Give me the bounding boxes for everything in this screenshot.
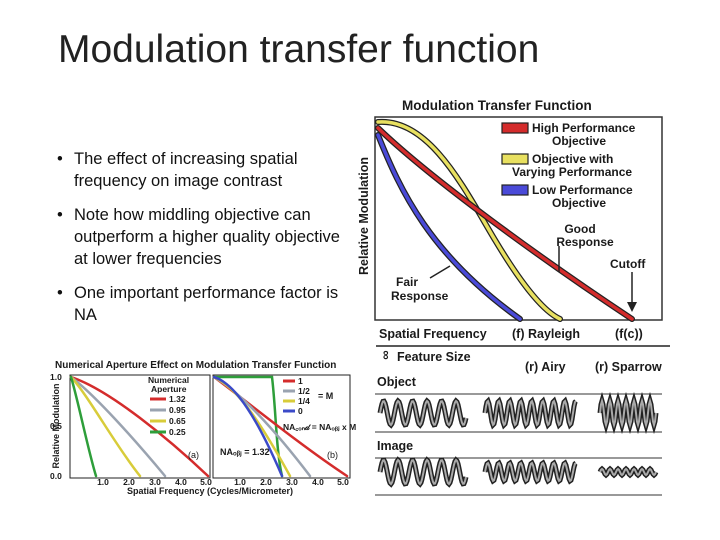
na-curves (69, 375, 349, 478)
feature-label: (r) Airy (525, 360, 566, 374)
x-tick-label: 5.0 (337, 477, 349, 487)
x-tick-label: 2.0 (123, 477, 135, 487)
annotation: Response (556, 235, 614, 249)
mtf-y-label: Relative Modulation (357, 157, 371, 275)
bullet-list: The effect of increasing spatial frequen… (57, 148, 349, 338)
legend-text: 0.25 (169, 427, 186, 437)
legend-text: Objective (552, 134, 606, 148)
curve (69, 375, 167, 478)
object-label: Object (377, 375, 417, 389)
y-tick-label: 1.0 (50, 372, 62, 382)
na-obj: NAₒᵦⱼ = 1.32 (220, 447, 270, 457)
pointer (429, 265, 451, 279)
na-labels: 1.0 0.5 0.0 1.0 2.0 3.0 4.0 5.0 1.0 2.0 3.0 4.0 5.0 1… (50, 372, 349, 487)
x-tick-label: 3.0 (286, 477, 298, 487)
wave (484, 461, 577, 483)
waves (377, 391, 659, 488)
annotation: Fair (396, 275, 418, 289)
annotation: Cutoff (610, 257, 646, 271)
x-tick-label: 5.0 (200, 477, 212, 487)
wave (599, 397, 657, 429)
legend-text: 1.32 (169, 394, 186, 404)
wave (379, 399, 467, 427)
curve (212, 375, 284, 478)
legend-text: Low Performance (532, 183, 633, 197)
legend-text: 0.95 (169, 405, 186, 415)
x-tick-label: 4.0 (175, 477, 187, 487)
legend-text: Varying Performance (512, 165, 632, 179)
legend-title: Numerical (148, 375, 189, 385)
panel-a-frame (69, 374, 211, 479)
x-label: (f) Rayleigh (512, 327, 580, 341)
legend-swatch (501, 153, 529, 165)
panel-label: (b) (327, 450, 338, 460)
legend-swatch (501, 184, 529, 196)
legend-text: Objective with (532, 152, 613, 166)
annotation: Good (564, 222, 595, 236)
image-label: Image (377, 439, 413, 453)
curve (69, 375, 142, 478)
legend-title: Aperture (151, 384, 187, 394)
slide-title: Modulation transfer function (58, 28, 540, 71)
high-curve (376, 126, 634, 321)
x-tick-label: 2.0 (260, 477, 272, 487)
legend-text: 0 (298, 406, 303, 416)
x-tick-label: 3.0 (149, 477, 161, 487)
y-tick-label: 0.0 (50, 471, 62, 481)
na-y-label: Relative Modulation (51, 383, 61, 468)
na-title: Numerical Aperture Effect on Modulation … (55, 360, 336, 371)
x-tick-label: 1.0 (97, 477, 109, 487)
bullet: One important performance factor is NA (57, 282, 349, 326)
feature-label: Feature Size (397, 350, 471, 364)
panel-label: (a) (188, 450, 199, 460)
wave (484, 399, 577, 427)
x-tick-label: 1.0 (234, 477, 246, 487)
bullet: Note how middling objective can outperfo… (57, 204, 349, 270)
bullet: The effect of increasing spatial frequen… (57, 148, 349, 192)
mtf-title: Modulation Transfer Function (402, 98, 592, 113)
arrow-head (627, 302, 637, 312)
x-label: (f(c)) (615, 327, 643, 341)
legend-text: 0.65 (169, 416, 186, 426)
legend-swatch (501, 122, 529, 134)
legend-text: 1/4 (298, 396, 310, 406)
infinity: ∞ (379, 350, 394, 359)
curve (69, 375, 98, 478)
low-curve (376, 133, 522, 321)
legend-text: 1 (298, 376, 303, 386)
na-x-label: Spatial Frequency (Cycles/Micrometer) (127, 486, 293, 496)
wave (599, 467, 657, 477)
legend-eq: = M (318, 391, 333, 401)
na-cond: NA꜀ₒₙ𝒹 = NAₒᵦⱼ x M (283, 422, 356, 432)
legend-text: High Performance (532, 121, 636, 135)
x-label: Spatial Frequency (379, 327, 487, 341)
legend-text: 1/2 (298, 386, 310, 396)
curve (69, 375, 210, 478)
mtf-curves (375, 118, 635, 322)
feature-label: (r) Sparrow (595, 360, 662, 374)
x-tick-label: 4.0 (312, 477, 324, 487)
varying-curve (376, 120, 562, 321)
wave (379, 458, 467, 486)
y-tick-label: 0.5 (50, 421, 62, 431)
legend-text: Objective (552, 196, 606, 210)
annotation: Response (391, 289, 449, 303)
